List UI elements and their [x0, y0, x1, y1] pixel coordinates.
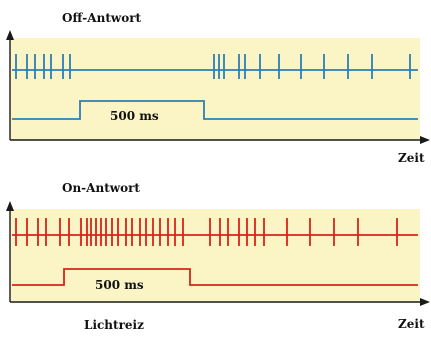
off-panel-title: Off-Antwort	[62, 11, 142, 25]
off-panel: 500 ms Off-Antwort Zeit	[6, 11, 430, 165]
on-panel: 500 ms On-Antwort Zeit	[6, 181, 430, 331]
stimulus-caption: Lichtreiz	[84, 318, 144, 332]
on-panel-background	[10, 209, 420, 302]
on-spike-train	[15, 218, 398, 246]
off-stimulus-trace	[12, 100, 418, 120]
on-stimulus-trace	[12, 268, 418, 286]
off-stimulus-label: 500 ms	[110, 109, 159, 123]
off-spike-train	[15, 54, 411, 79]
on-y-arrow	[6, 201, 14, 211]
on-stimulus-label: 500 ms	[95, 278, 144, 292]
on-x-arrow	[420, 298, 430, 306]
off-time-label: Zeit	[398, 151, 425, 165]
off-x-arrow	[420, 136, 430, 144]
on-time-label: Zeit	[398, 317, 425, 331]
off-y-arrow	[6, 30, 14, 40]
on-panel-title: On-Antwort	[62, 181, 140, 195]
off-panel-background	[10, 38, 420, 140]
